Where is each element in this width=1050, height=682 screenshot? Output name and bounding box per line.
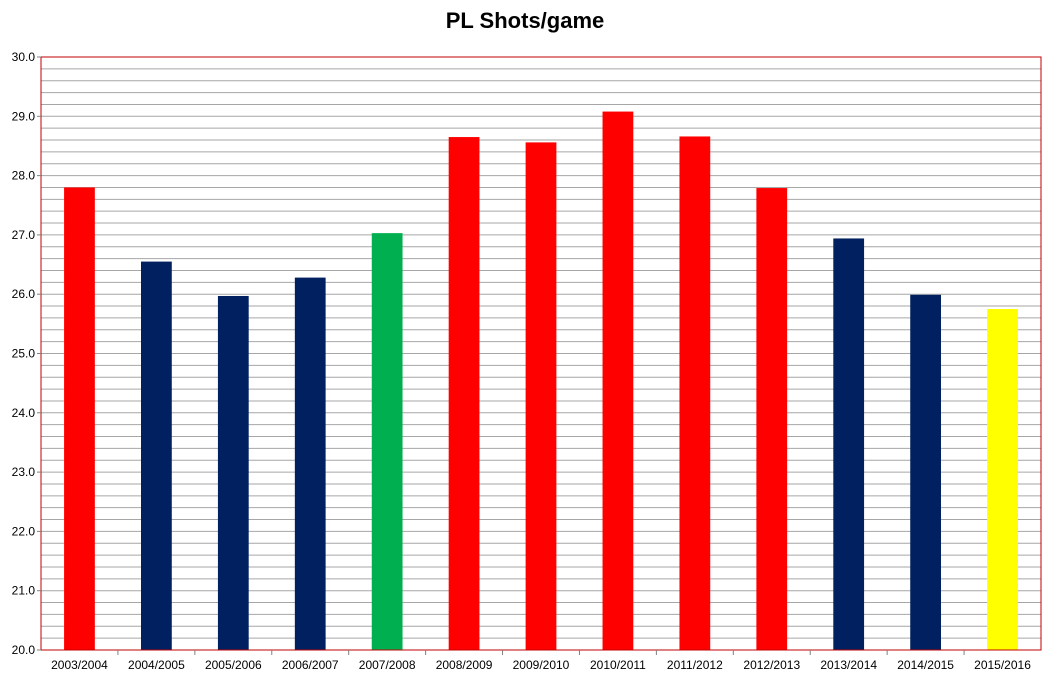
bar-2014-2015 [910,294,941,650]
y-tick-label: 27.0 [12,228,36,242]
x-tick-label: 2014/2015 [897,658,954,672]
bar-2011-2012 [679,136,711,650]
bar-2005-2006 [217,295,249,650]
bar-2010-2011 [602,111,634,650]
y-axis: 20.0 21.0 22.0 23.0 24.0 25.0 26.0 27.0 28.0 29.0… [12,50,41,657]
x-tick-label: 2011/2012 [667,658,723,672]
bar-2007-2008 [371,233,403,650]
bar-2015-2016 [987,309,1018,650]
x-tick-label: 2009/2010 [513,658,570,672]
bar-2008-2009 [448,137,480,650]
y-tick-label: 20.0 [12,643,36,657]
x-tick-label: 2008/2009 [436,658,493,672]
bar-2013-2014 [833,238,865,650]
x-axis: 2003/2004 2004/2005 2005/2006 2006/2007 2007… [51,650,1031,672]
y-tick-label: 21.0 [12,584,36,598]
x-tick-label: 2004/2005 [128,658,185,672]
y-tick-label: 26.0 [12,287,36,301]
y-tick-label: 24.0 [12,406,36,420]
x-tick-label: 2015/2016 [974,658,1031,672]
y-tick-label: 30.0 [12,50,36,64]
x-tick-label: 2003/2004 [51,658,108,672]
x-tick-label: 2007/2008 [359,658,416,672]
bar-2004-2005 [141,261,172,650]
y-tick-label: 25.0 [12,347,36,361]
bar-2003-2004 [64,187,95,650]
x-tick-label: 2005/2006 [205,658,262,672]
x-tick-label: 2006/2007 [282,658,339,672]
x-tick-label: 2013/2014 [820,658,877,672]
bar-2012-2013 [756,188,788,651]
bar-2006-2007 [294,277,326,650]
bar-2009-2010 [525,142,557,650]
y-tick-label: 23.0 [12,465,36,479]
bars [64,111,1018,651]
x-tick-label: 2012/2013 [743,658,800,672]
x-tick-label: 2010/2011 [590,658,646,672]
y-tick-label: 22.0 [12,524,36,538]
y-tick-label: 28.0 [12,169,36,183]
y-tick-label: 29.0 [12,109,36,123]
chart-title: PL Shots/game [445,8,605,33]
